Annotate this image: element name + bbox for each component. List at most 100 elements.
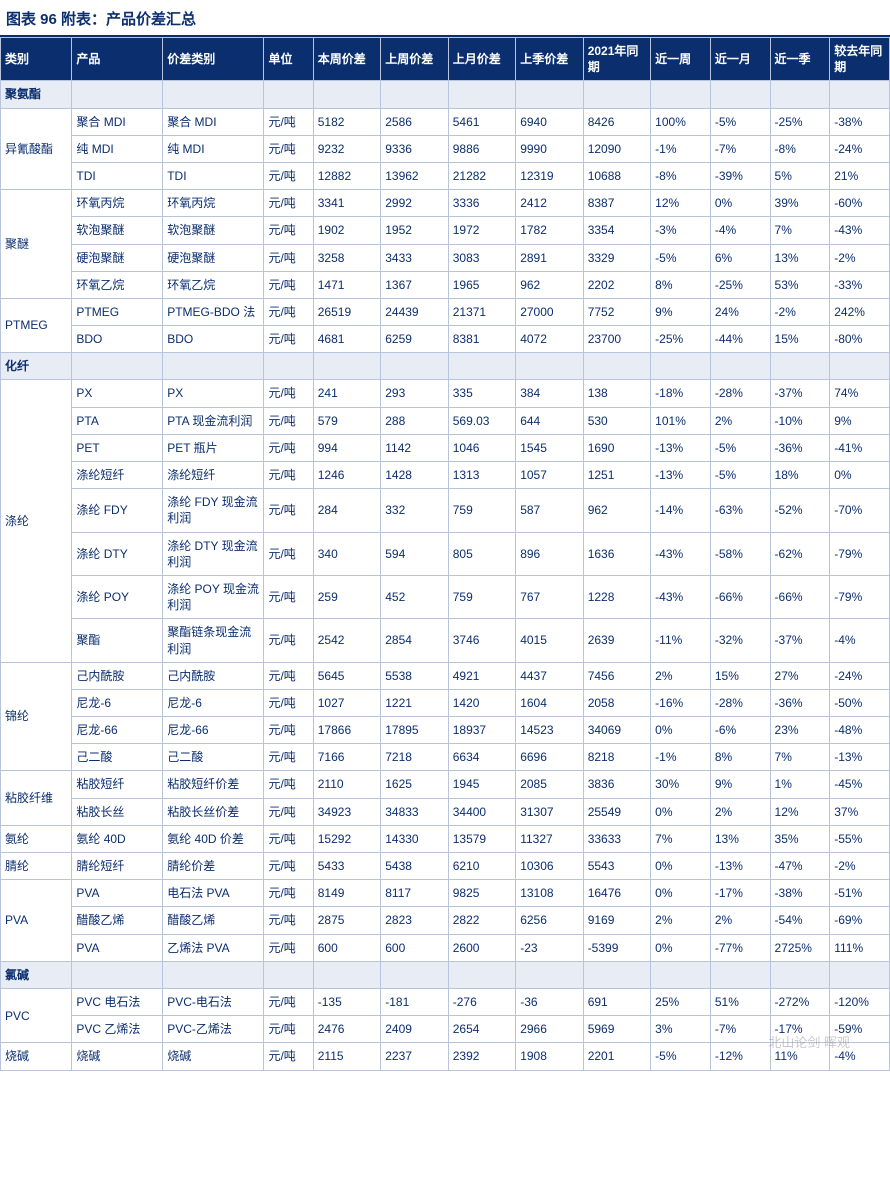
table-row: 涤纶短纤涤纶短纤元/吨12461428131310571251-13%-5%18… bbox=[1, 462, 890, 489]
product-cell: 软泡聚醚 bbox=[72, 217, 163, 244]
pricetype-cell: 尼龙-66 bbox=[163, 717, 264, 744]
value-cell: 10688 bbox=[583, 162, 650, 189]
product-cell: 腈纶短纤 bbox=[72, 853, 163, 880]
pricetype-cell: 涤纶 POY 现金流利润 bbox=[163, 575, 264, 618]
value-cell: 569.03 bbox=[448, 407, 515, 434]
pct-cell: 15% bbox=[710, 662, 770, 689]
pct-cell: 11% bbox=[770, 1043, 830, 1070]
value-cell: 3354 bbox=[583, 217, 650, 244]
value-cell: 1471 bbox=[313, 271, 380, 298]
section-empty-cell bbox=[72, 353, 163, 380]
value-cell: 759 bbox=[448, 575, 515, 618]
pricetype-cell: 粘胶长丝价差 bbox=[163, 798, 264, 825]
section-empty-cell bbox=[651, 353, 711, 380]
value-cell: 13108 bbox=[516, 880, 583, 907]
pricetype-cell: 醋酸乙烯 bbox=[163, 907, 264, 934]
value-cell: 6634 bbox=[448, 744, 515, 771]
column-header: 上季价差 bbox=[516, 38, 583, 81]
pct-cell: -11% bbox=[651, 619, 711, 662]
value-cell: 1945 bbox=[448, 771, 515, 798]
product-cell: PVC 电石法 bbox=[72, 988, 163, 1015]
pct-cell: -2% bbox=[830, 244, 890, 271]
value-cell: 1902 bbox=[313, 217, 380, 244]
column-header: 价差类别 bbox=[163, 38, 264, 81]
pct-cell: -24% bbox=[830, 662, 890, 689]
value-cell: 2058 bbox=[583, 689, 650, 716]
pct-cell: -66% bbox=[710, 575, 770, 618]
value-cell: 2542 bbox=[313, 619, 380, 662]
unit-cell: 元/吨 bbox=[264, 489, 313, 532]
pct-cell: -36% bbox=[770, 689, 830, 716]
value-cell: 4072 bbox=[516, 326, 583, 353]
section-label: 氯碱 bbox=[1, 961, 72, 988]
pct-cell: 21% bbox=[830, 162, 890, 189]
table-row: 醋酸乙烯醋酸乙烯元/吨287528232822625691692%2%-54%-… bbox=[1, 907, 890, 934]
pct-cell: 7% bbox=[770, 744, 830, 771]
value-cell: 17895 bbox=[381, 717, 448, 744]
value-cell: 5182 bbox=[313, 108, 380, 135]
value-cell: 579 bbox=[313, 407, 380, 434]
unit-cell: 元/吨 bbox=[264, 407, 313, 434]
pct-cell: -18% bbox=[651, 380, 711, 407]
section-empty-cell bbox=[516, 961, 583, 988]
column-header: 单位 bbox=[264, 38, 313, 81]
value-cell: 6256 bbox=[516, 907, 583, 934]
value-cell: 284 bbox=[313, 489, 380, 532]
value-cell: 9232 bbox=[313, 135, 380, 162]
value-cell: 8387 bbox=[583, 190, 650, 217]
pct-cell: -16% bbox=[651, 689, 711, 716]
unit-cell: 元/吨 bbox=[264, 934, 313, 961]
pct-cell: -25% bbox=[710, 271, 770, 298]
pct-cell: -25% bbox=[770, 108, 830, 135]
column-header: 本周价差 bbox=[313, 38, 380, 81]
table-row: PVC 乙烯法PVC-乙烯法元/吨247624092654296659693%-… bbox=[1, 1016, 890, 1043]
value-cell: 332 bbox=[381, 489, 448, 532]
unit-cell: 元/吨 bbox=[264, 326, 313, 353]
value-cell: 7166 bbox=[313, 744, 380, 771]
table-row: PVCPVC 电石法PVC-电石法元/吨-135-181-276-3669125… bbox=[1, 988, 890, 1015]
column-header: 上月价差 bbox=[448, 38, 515, 81]
value-cell: 1057 bbox=[516, 462, 583, 489]
value-cell: 4681 bbox=[313, 326, 380, 353]
pct-cell: 30% bbox=[651, 771, 711, 798]
value-cell: 530 bbox=[583, 407, 650, 434]
value-cell: 14330 bbox=[381, 825, 448, 852]
table-row: 烧碱烧碱烧碱元/吨21152237239219082201-5%-12%11%-… bbox=[1, 1043, 890, 1070]
pct-cell: 13% bbox=[770, 244, 830, 271]
pricetype-cell: 粘胶短纤价差 bbox=[163, 771, 264, 798]
unit-cell: 元/吨 bbox=[264, 462, 313, 489]
table-row: 涤纶 FDY涤纶 FDY 现金流利润元/吨284332759587962-14%… bbox=[1, 489, 890, 532]
value-cell: 4015 bbox=[516, 619, 583, 662]
unit-cell: 元/吨 bbox=[264, 380, 313, 407]
value-cell: 2966 bbox=[516, 1016, 583, 1043]
section-label: 化纤 bbox=[1, 353, 72, 380]
value-cell: 11327 bbox=[516, 825, 583, 852]
pricetype-cell: 聚合 MDI bbox=[163, 108, 264, 135]
pct-cell: -41% bbox=[830, 434, 890, 461]
column-header: 上周价差 bbox=[381, 38, 448, 81]
pct-cell: -60% bbox=[830, 190, 890, 217]
value-cell: 1782 bbox=[516, 217, 583, 244]
table-row: 己二酸己二酸元/吨71667218663466968218-1%8%7%-13% bbox=[1, 744, 890, 771]
value-cell: 2891 bbox=[516, 244, 583, 271]
pct-cell: -62% bbox=[770, 532, 830, 575]
product-cell: PVC 乙烯法 bbox=[72, 1016, 163, 1043]
value-cell: 1027 bbox=[313, 689, 380, 716]
pct-cell: 0% bbox=[710, 190, 770, 217]
pct-cell: -5% bbox=[710, 108, 770, 135]
pct-cell: -43% bbox=[651, 532, 711, 575]
pct-cell: 100% bbox=[651, 108, 711, 135]
value-cell: 7456 bbox=[583, 662, 650, 689]
product-cell: 粘胶长丝 bbox=[72, 798, 163, 825]
section-row: 聚氨酯 bbox=[1, 81, 890, 108]
pct-cell: -37% bbox=[770, 380, 830, 407]
unit-cell: 元/吨 bbox=[264, 135, 313, 162]
pct-cell: -120% bbox=[830, 988, 890, 1015]
product-cell: PTA bbox=[72, 407, 163, 434]
section-empty-cell bbox=[770, 81, 830, 108]
section-empty-cell bbox=[770, 353, 830, 380]
value-cell: 5433 bbox=[313, 853, 380, 880]
pct-cell: -28% bbox=[710, 689, 770, 716]
column-header: 类别 bbox=[1, 38, 72, 81]
value-cell: 8381 bbox=[448, 326, 515, 353]
